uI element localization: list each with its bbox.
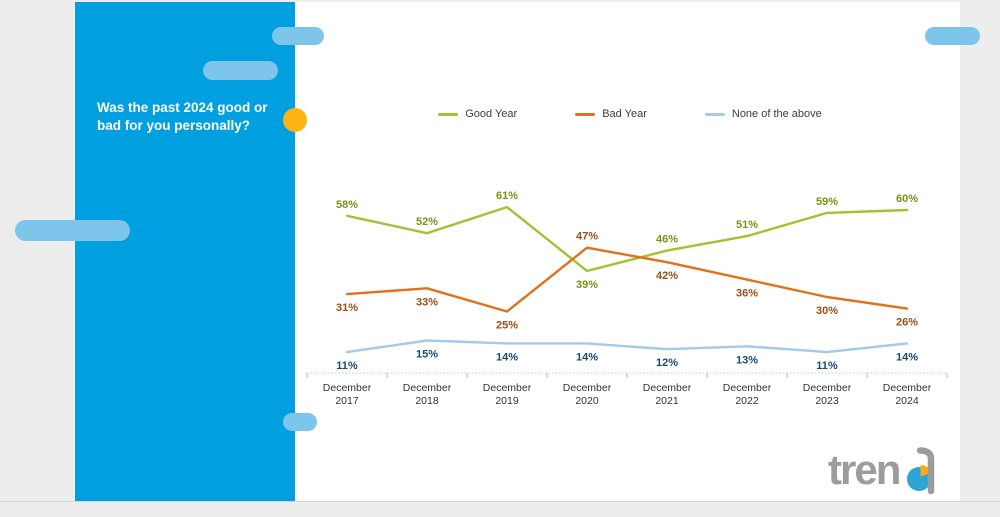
good-year-line-swatch-icon [438, 112, 459, 116]
series-line-bad-year [345, 246, 909, 313]
x-axis-label: December [403, 382, 452, 394]
data-label: 39% [576, 279, 598, 291]
data-label: 11% [336, 360, 358, 372]
x-axis-label: December [483, 382, 532, 394]
data-label: 33% [416, 296, 438, 308]
x-axis-label-year: 2022 [735, 395, 759, 407]
legend-item-none-of-the-above: None of the above [704, 108, 822, 120]
data-label: 25% [496, 320, 518, 332]
x-axis-label-year: 2017 [335, 395, 359, 407]
question-line-2: bad for you personally? [97, 118, 251, 133]
x-axis-label: December [643, 382, 692, 394]
data-label: 42% [656, 270, 678, 282]
decor-pill-icon [203, 61, 278, 80]
x-axis-label-year: 2018 [415, 395, 439, 407]
legend-item-good-year: Good Year [438, 108, 517, 120]
chart-legend: Good Year Bad Year None of the above [300, 108, 960, 120]
question-line-1: Was the past 2024 good or [97, 100, 268, 115]
data-label: 31% [336, 302, 358, 314]
decor-pill-icon [15, 220, 130, 241]
page-bottom-divider [0, 501, 1000, 502]
data-label: 30% [816, 305, 838, 317]
question-panel [75, 2, 295, 501]
series-line-good-year [345, 205, 909, 273]
data-label: 14% [896, 351, 918, 363]
none-of-the-above-line-swatch-icon [704, 112, 725, 116]
x-axis-label-year: 2023 [815, 395, 839, 407]
data-label: 15% [416, 349, 438, 361]
x-axis-label: December [563, 382, 612, 394]
logo-d-pie-icon [907, 447, 935, 495]
question-title: Was the past 2024 good or bad for you pe… [97, 99, 282, 135]
x-axis-label: December [883, 382, 932, 394]
x-axis-label: December [723, 382, 772, 394]
data-label: 52% [416, 216, 438, 228]
x-axis-label: December [323, 382, 372, 394]
data-label: 36% [736, 288, 758, 300]
data-label: 59% [816, 196, 838, 208]
logo-d-stem [917, 447, 935, 495]
x-axis-label: December [803, 382, 852, 394]
data-label: 51% [736, 219, 758, 231]
logo-pie-slice [920, 465, 932, 477]
legend-item-bad-year: Bad Year [575, 108, 647, 120]
data-label: 12% [656, 357, 678, 369]
legend-label: None of the above [731, 108, 822, 120]
data-label: 47% [576, 231, 598, 243]
accent-dot-icon [283, 108, 307, 132]
x-axis-label-year: 2024 [895, 395, 919, 407]
data-label: 26% [896, 317, 918, 329]
bad-year-line-swatch-icon [575, 112, 596, 116]
data-label: 13% [736, 354, 758, 366]
data-label: 58% [336, 199, 358, 211]
trend-line-chart: December2017December2018December2019Dece… [306, 190, 948, 407]
logo-text: tren [828, 446, 901, 493]
data-label: 61% [496, 190, 518, 202]
legend-label: Good Year [465, 108, 518, 120]
data-label: 11% [816, 360, 838, 372]
trend-logo: tren [828, 446, 938, 496]
data-label: 60% [896, 193, 918, 205]
x-axis-label-year: 2020 [575, 395, 599, 407]
data-label: 46% [656, 234, 678, 246]
x-axis-label-year: 2019 [495, 395, 519, 407]
series-line-none-of-the-above [345, 339, 909, 354]
decor-pill-icon [925, 27, 980, 45]
decor-pill-icon [283, 413, 317, 431]
data-label: 14% [496, 351, 518, 363]
legend-label: Bad Year [602, 108, 647, 120]
data-label: 14% [576, 351, 598, 363]
decor-pill-icon [272, 27, 324, 45]
x-axis-label-year: 2021 [655, 395, 679, 407]
